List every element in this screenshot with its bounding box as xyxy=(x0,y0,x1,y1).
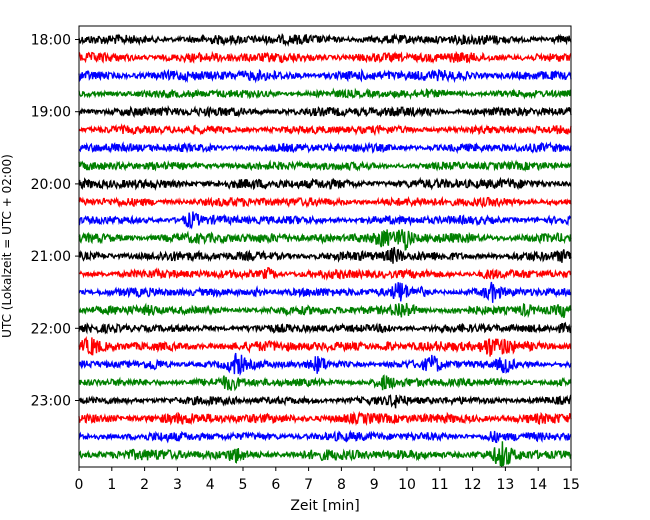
trace-line xyxy=(78,123,572,137)
trace-line xyxy=(78,211,572,230)
trace-line xyxy=(78,159,572,173)
trace-line xyxy=(78,374,572,392)
y-axis: 18:00 19:00 20:00 21:00 22:00 23:00 xyxy=(31,33,79,410)
y-tick-label: 22:00 xyxy=(31,321,71,337)
trace-line xyxy=(78,141,572,155)
trace-line xyxy=(78,33,572,47)
trace-line xyxy=(78,352,572,377)
trace-line xyxy=(78,267,572,281)
y-tick-label: 19:00 xyxy=(31,105,71,121)
trace-line xyxy=(78,441,572,468)
y-tick-label: 21:00 xyxy=(31,249,71,265)
x-tick-label: 9 xyxy=(370,477,379,493)
x-tick-label: 14 xyxy=(529,477,547,493)
x-tick-label: 7 xyxy=(304,477,313,493)
y-axis-label: UTC (Lokalzeit = UTC + 02:00) xyxy=(0,154,14,338)
trace-line xyxy=(78,302,572,319)
y-tick-label: 23:00 xyxy=(31,394,71,410)
x-tick-label: 1 xyxy=(107,477,116,493)
x-tick-label: 4 xyxy=(206,477,215,493)
x-tick-label: 6 xyxy=(271,477,280,493)
y-tick-label: 20:00 xyxy=(31,177,71,193)
trace-line xyxy=(78,229,572,251)
trace-line xyxy=(78,87,572,100)
trace-line xyxy=(78,394,572,409)
trace-line xyxy=(78,336,572,357)
trace-line xyxy=(78,50,572,65)
trace-line xyxy=(78,281,572,303)
plot-frame xyxy=(78,25,572,468)
x-axis: 0 1 2 3 4 5 6 7 8 9 10 11 12 13 14 15 xyxy=(75,467,580,493)
trace-group xyxy=(78,33,572,468)
trace-line xyxy=(78,410,572,427)
trace-line xyxy=(78,321,572,335)
x-tick-label: 12 xyxy=(464,477,482,493)
x-tick-label: 15 xyxy=(562,477,580,493)
x-tick-label: 11 xyxy=(431,477,449,493)
trace-line xyxy=(78,176,572,191)
trace-line xyxy=(78,246,572,264)
x-tick-label: 10 xyxy=(398,477,416,493)
trace-line xyxy=(78,104,572,119)
trace-line xyxy=(78,68,572,84)
x-tick-label: 8 xyxy=(337,477,346,493)
x-tick-label: 13 xyxy=(496,477,514,493)
trace-line xyxy=(78,195,572,209)
x-tick-label: 5 xyxy=(239,477,248,493)
x-tick-label: 0 xyxy=(75,477,84,493)
trace-line xyxy=(78,429,572,444)
x-axis-label: Zeit [min] xyxy=(290,498,359,514)
x-tick-label: 3 xyxy=(173,477,182,493)
x-tick-label: 2 xyxy=(140,477,149,493)
y-tick-label: 18:00 xyxy=(31,33,71,49)
